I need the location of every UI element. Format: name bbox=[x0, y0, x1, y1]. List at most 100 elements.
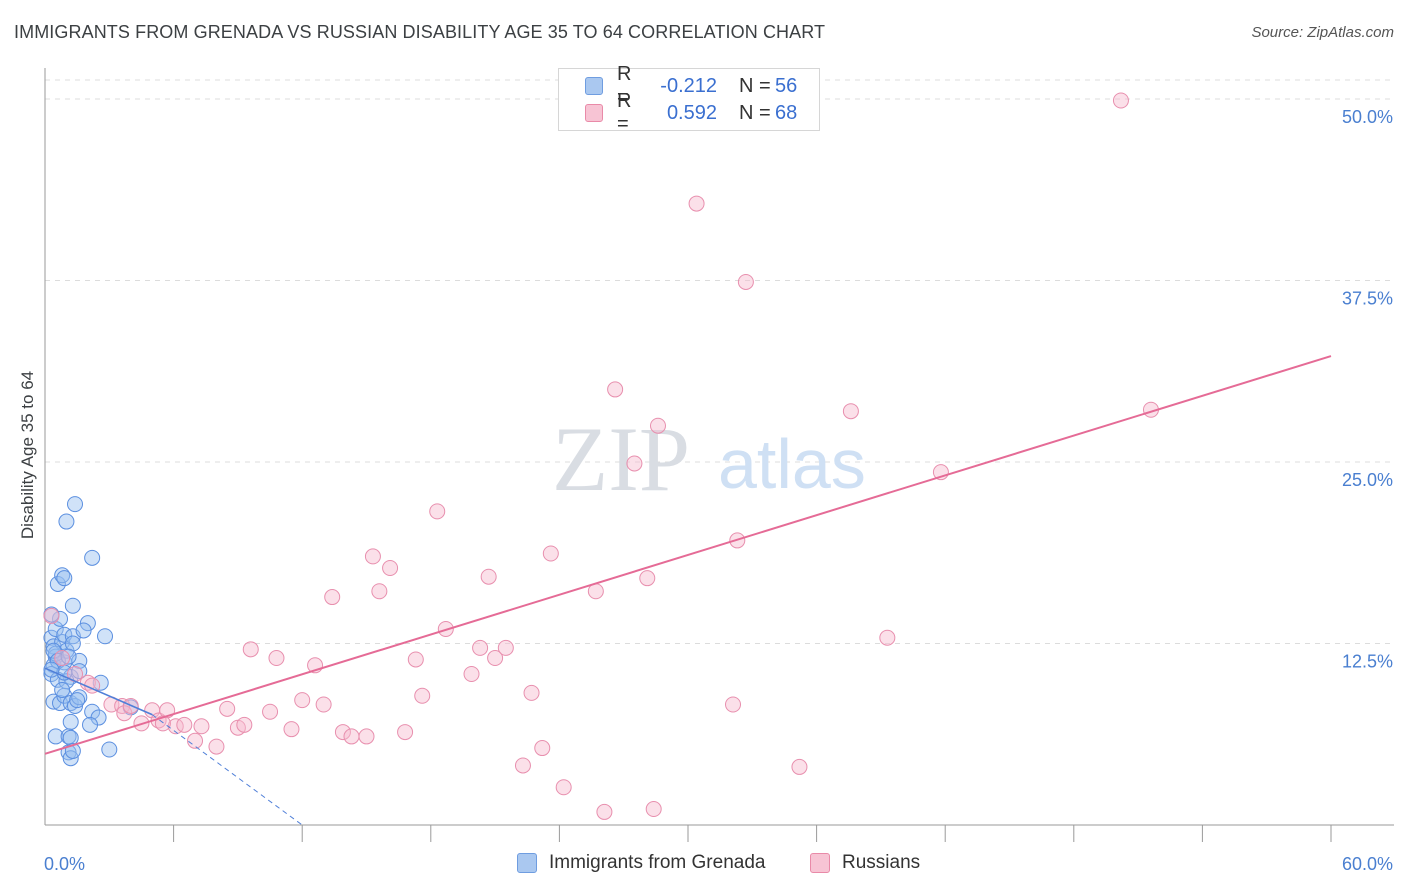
russians-point bbox=[219, 700, 236, 717]
trend-line-grenada-extension bbox=[151, 714, 303, 826]
russians-point bbox=[429, 503, 446, 520]
russians-point bbox=[236, 716, 253, 733]
legend-r-value-russians: 0.592 bbox=[666, 101, 717, 124]
russians-point bbox=[472, 639, 489, 656]
russians-point bbox=[324, 589, 341, 606]
legend-n-value-grenada: 56 bbox=[775, 74, 798, 97]
russians-point bbox=[364, 548, 381, 565]
x-tick-label-min: 0.0% bbox=[44, 854, 85, 874]
grenada-point bbox=[82, 716, 99, 733]
russians-point bbox=[371, 583, 388, 600]
trend-lines bbox=[44, 355, 1332, 826]
russians-point bbox=[397, 724, 414, 741]
russians-point bbox=[555, 779, 572, 796]
legend-item-russians[interactable]: Russians bbox=[810, 852, 920, 874]
source-label: Source: ZipAtlas.com bbox=[1251, 24, 1394, 41]
grenada-point bbox=[62, 729, 79, 746]
russians-point bbox=[626, 455, 643, 472]
russians-point bbox=[842, 403, 859, 420]
grenada-point bbox=[101, 741, 118, 758]
russians-point bbox=[193, 718, 210, 735]
grenada-point bbox=[84, 549, 101, 566]
russians-point bbox=[382, 560, 399, 577]
tick-labels: 12.5% 25.0% 37.5% 50.0% 0.0% 60.0% bbox=[44, 107, 1393, 874]
grenada-point bbox=[52, 610, 69, 627]
legend-r-label: R = bbox=[617, 90, 632, 135]
russians-point bbox=[649, 417, 666, 434]
russians-point bbox=[480, 568, 497, 585]
grenada-point bbox=[92, 674, 109, 691]
russians-point bbox=[187, 732, 204, 749]
grenada-point bbox=[43, 661, 60, 678]
russians-point bbox=[343, 728, 360, 745]
russians-point bbox=[262, 703, 279, 720]
legend-n-label: N = bbox=[739, 74, 771, 97]
russians-point bbox=[487, 650, 504, 667]
grenada-point bbox=[49, 575, 66, 592]
grenada-point bbox=[71, 689, 88, 706]
russians-point bbox=[639, 570, 656, 587]
bottom-legend: Immigrants from Grenada Russians bbox=[0, 852, 1406, 878]
y-tick-label: 12.5% bbox=[1342, 652, 1393, 672]
russians-point bbox=[414, 687, 431, 704]
russians-point bbox=[542, 545, 559, 562]
russians-point bbox=[358, 728, 375, 745]
y-tick-label: 50.0% bbox=[1342, 107, 1393, 127]
grenada-point bbox=[69, 692, 86, 709]
axes bbox=[44, 68, 1394, 842]
legend-box: R = -0.212 N = 56 R = 0.592 N = 68 bbox=[558, 63, 820, 135]
grenada-point bbox=[75, 622, 92, 639]
legend-label-russians: Russians bbox=[842, 852, 921, 873]
y-tick-label: 37.5% bbox=[1342, 289, 1393, 309]
russians-point bbox=[315, 696, 332, 713]
grenada-point bbox=[97, 628, 114, 645]
russians-point bbox=[334, 724, 351, 741]
russians-point bbox=[43, 607, 60, 624]
legend-swatch-grenada bbox=[517, 853, 537, 873]
legend-n-value-russians: 68 bbox=[775, 101, 798, 124]
watermark-atlas: atlas bbox=[718, 425, 866, 503]
russians-point bbox=[208, 738, 225, 755]
russians-point bbox=[497, 639, 514, 656]
russians-point bbox=[514, 757, 531, 774]
y-tick-label: 25.0% bbox=[1342, 470, 1393, 490]
russians-point bbox=[294, 692, 311, 709]
legend-swatch-russians bbox=[585, 104, 603, 122]
russians-point bbox=[737, 273, 754, 290]
chart-title: IMMIGRANTS FROM GRENADA VS RUSSIAN DISAB… bbox=[14, 22, 826, 42]
grenada-point bbox=[54, 681, 71, 698]
grenada-point bbox=[64, 597, 81, 614]
legend-n-label: N = bbox=[739, 101, 771, 124]
legend-label-grenada: Immigrants from Grenada bbox=[549, 852, 766, 873]
legend-item-grenada[interactable]: Immigrants from Grenada bbox=[517, 852, 765, 874]
series-grenada-points bbox=[43, 496, 139, 767]
russians-point bbox=[54, 650, 71, 667]
russians-point bbox=[268, 650, 285, 667]
watermark: ZIP atlas bbox=[552, 408, 866, 510]
legend-r-label: R = bbox=[617, 63, 632, 108]
russians-point bbox=[725, 696, 742, 713]
legend-swatch-russians bbox=[810, 853, 830, 873]
russians-point bbox=[176, 716, 193, 733]
x-tick-label-max: 60.0% bbox=[1342, 854, 1393, 874]
grenada-point bbox=[62, 713, 79, 730]
legend-r-value-grenada: -0.212 bbox=[660, 74, 717, 97]
grenada-point bbox=[67, 496, 84, 513]
russians-point bbox=[879, 629, 896, 646]
grenada-point bbox=[84, 703, 101, 720]
russians-point bbox=[596, 803, 613, 820]
grenada-point bbox=[58, 513, 75, 530]
russians-point bbox=[463, 666, 480, 682]
russians-point bbox=[242, 641, 259, 658]
russians-point bbox=[534, 740, 551, 757]
russians-point bbox=[688, 195, 705, 212]
russians-point bbox=[607, 381, 624, 398]
grid-lines bbox=[45, 79, 1394, 645]
legend-row-grenada: R = -0.212 N = 56 bbox=[585, 63, 798, 108]
legend-swatch-grenada bbox=[585, 77, 603, 95]
grenada-point bbox=[54, 567, 71, 584]
trend-line-russians bbox=[44, 355, 1332, 755]
grenada-point bbox=[60, 648, 77, 665]
russians-point bbox=[407, 651, 424, 668]
russians-point bbox=[523, 684, 540, 701]
